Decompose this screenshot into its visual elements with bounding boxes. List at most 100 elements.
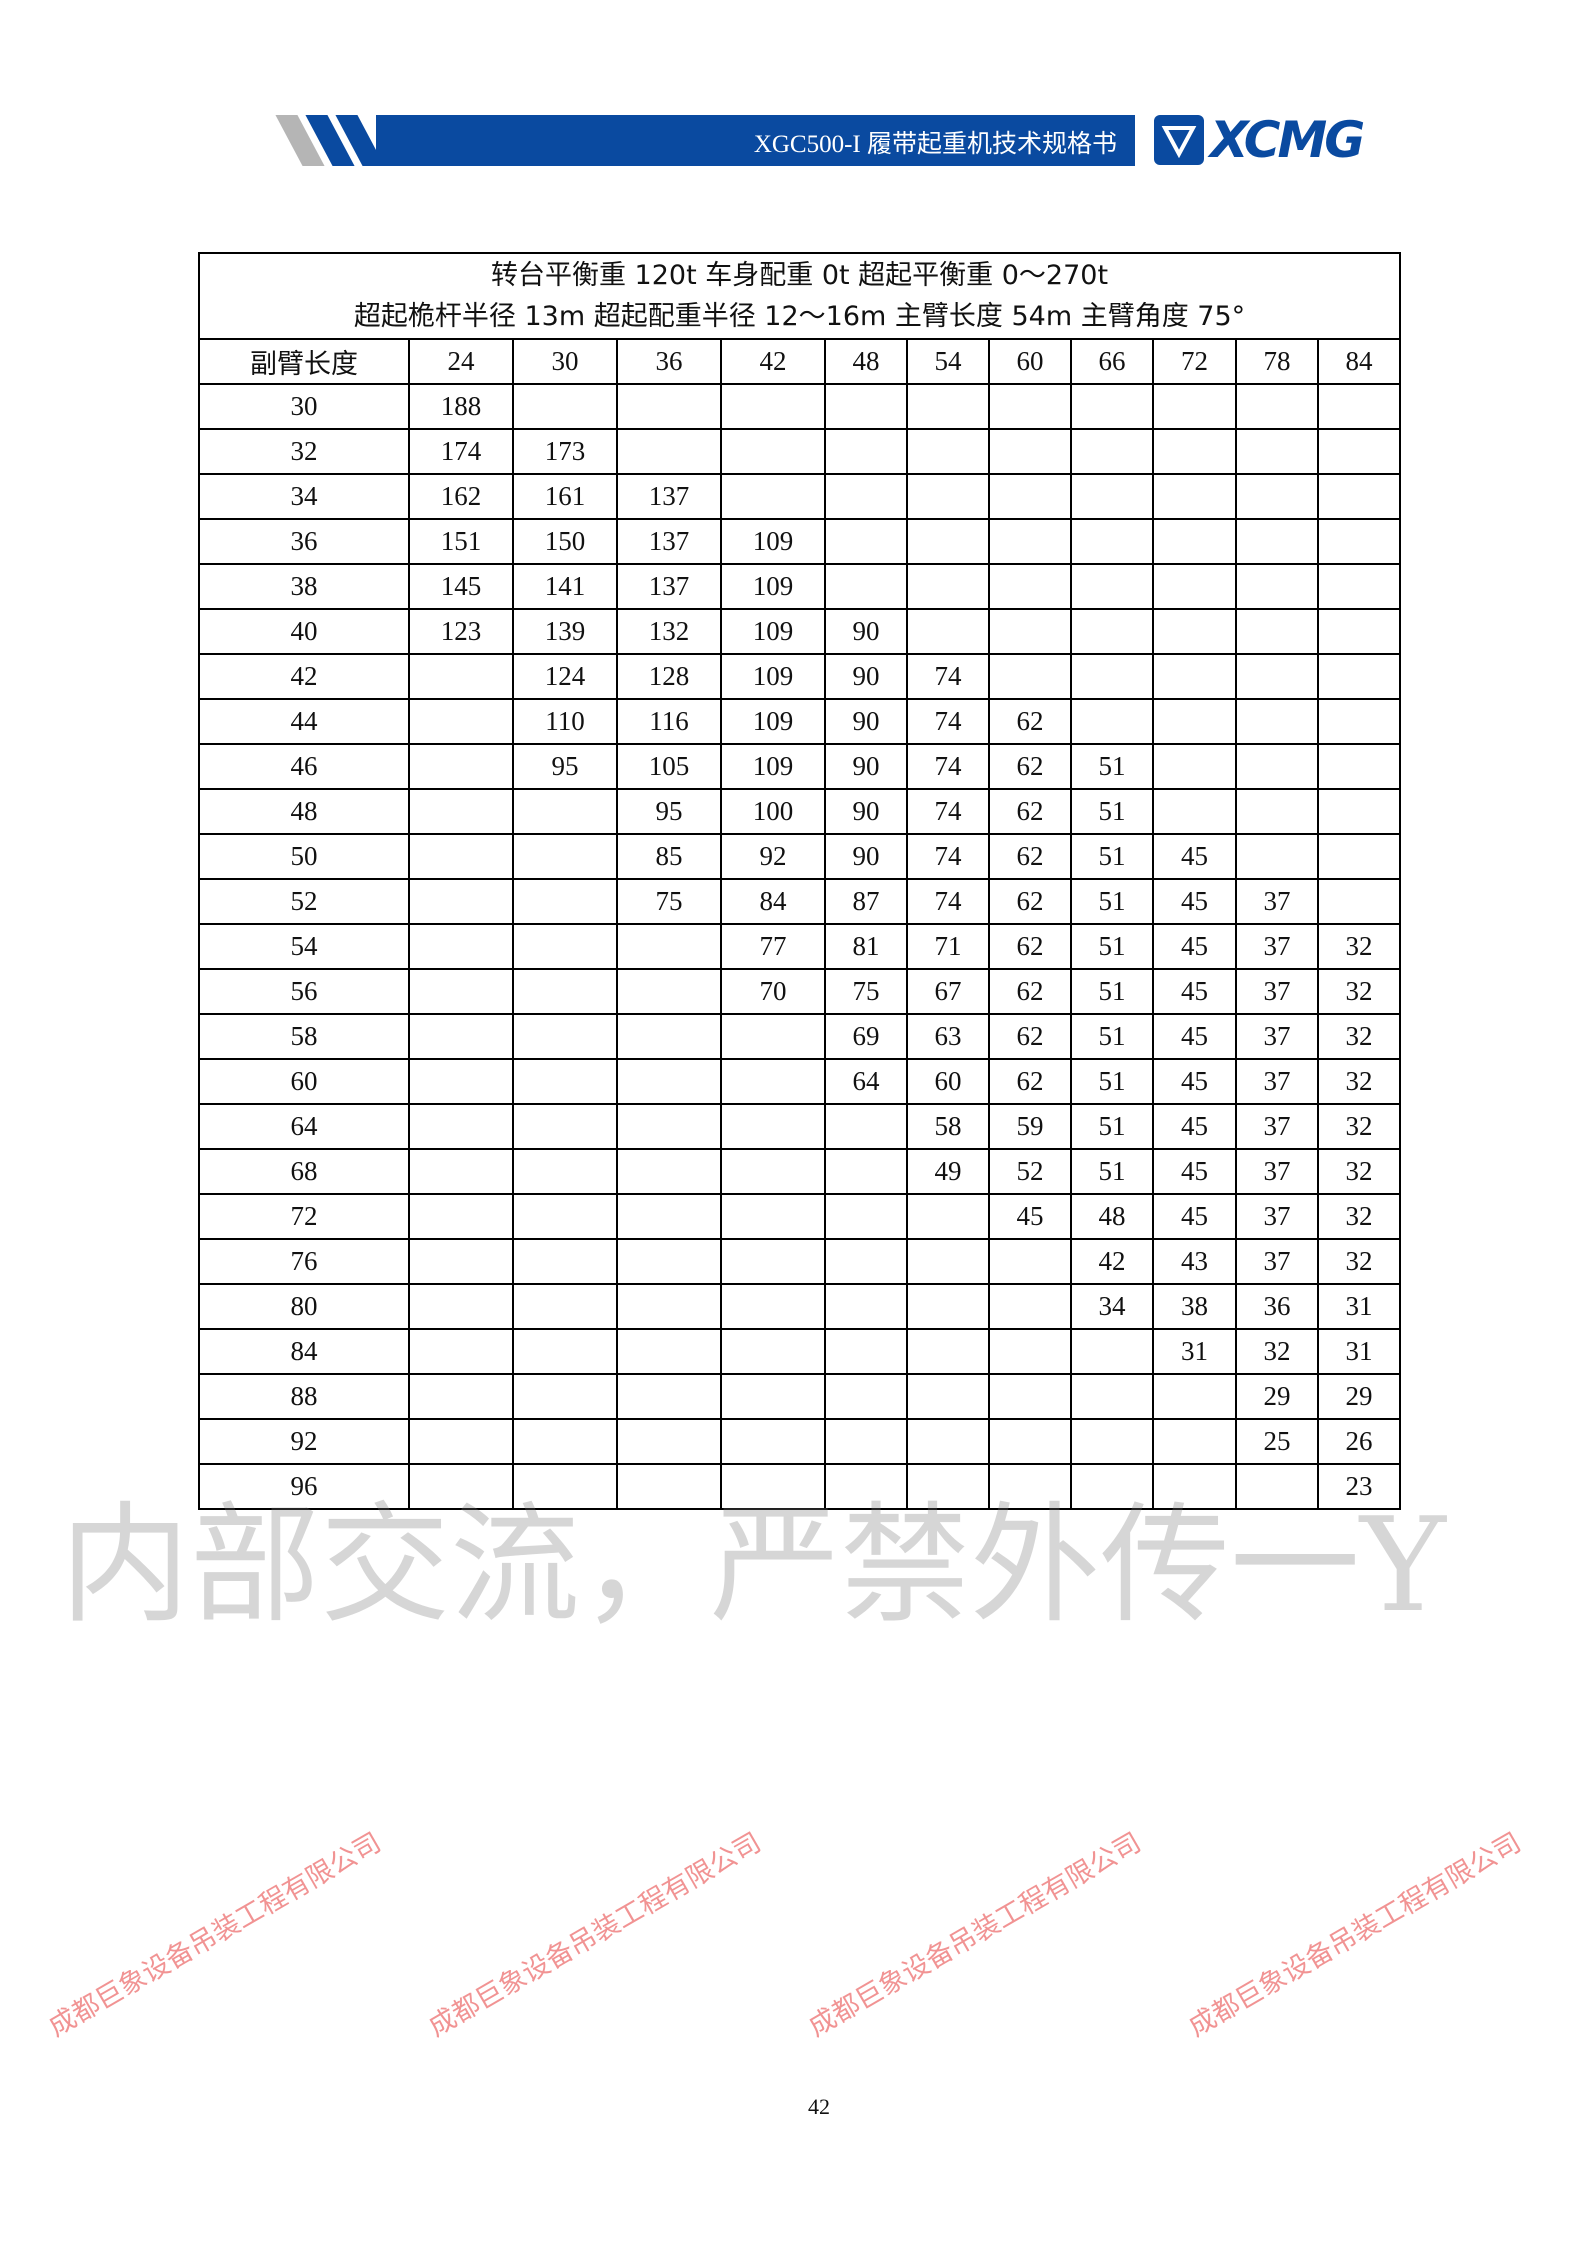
column-header: 66 (1070, 338, 1154, 385)
table-cell (1235, 383, 1319, 430)
table-cell (988, 563, 1072, 610)
handwritten-watermark: 内部交流，严禁外传一Y (60, 1489, 1446, 1641)
table-cell (408, 1148, 514, 1195)
column-header: 60 (988, 338, 1072, 385)
table-cell (988, 1373, 1072, 1420)
table-cell: 37 (1235, 1103, 1319, 1150)
table-cell: 45 (1152, 968, 1237, 1015)
table-cell (720, 1283, 826, 1330)
table-cell (408, 1193, 514, 1240)
table-cell (408, 878, 514, 925)
row-label: 38 (198, 563, 410, 610)
company-watermark: 成都巨象设备吊装工程有限公司 (423, 1827, 767, 2043)
table-cell: 26 (1316, 1418, 1402, 1465)
table-cell (512, 878, 618, 925)
table-cell (988, 473, 1072, 520)
table-cell: 32 (1316, 968, 1402, 1015)
table-cell: 109 (720, 653, 826, 700)
table-cell (1235, 698, 1319, 745)
table-cell (1316, 653, 1402, 700)
table-cell (1152, 788, 1237, 835)
table-cell: 32 (1316, 1238, 1402, 1285)
row-label: 96 (198, 1463, 410, 1510)
table-row: 36 151 150 137 109 (198, 518, 1402, 565)
table-cell (1316, 878, 1402, 925)
table-row: 38 145 141 137 109 (198, 563, 1402, 610)
table-cell (1235, 473, 1319, 520)
table-cell (1152, 1463, 1237, 1510)
table-cell (1235, 608, 1319, 655)
table-cell (906, 1238, 990, 1285)
table-cell: 37 (1235, 923, 1319, 970)
table-title-line2: 超起桅杆半径 13m 超起配重半径 12～16m 主臂长度 54m 主臂角度 7… (353, 301, 1246, 332)
table-cell: 51 (1070, 788, 1154, 835)
table-cell (408, 1328, 514, 1375)
table-cell: 62 (988, 833, 1072, 880)
table-cell (720, 1058, 826, 1105)
table-cell (512, 383, 618, 430)
table-cell (1070, 698, 1154, 745)
table-cell: 123 (408, 608, 514, 655)
table-cell: 45 (1152, 1058, 1237, 1105)
xcmg-logo: XCMG (1154, 111, 1399, 169)
table-cell (1152, 473, 1237, 520)
table-cell (720, 473, 826, 520)
table-cell (1070, 1463, 1154, 1510)
table-cell (720, 1193, 826, 1240)
table-cell: 109 (720, 743, 826, 790)
table-cell (1070, 473, 1154, 520)
table-cell: 84 (720, 878, 826, 925)
table-cell: 64 (824, 1058, 908, 1105)
table-cell (408, 1463, 514, 1510)
logo-emblem-icon (1154, 115, 1204, 165)
table-cell (616, 1463, 722, 1510)
row-label: 54 (198, 923, 410, 970)
table-cell: 51 (1070, 1103, 1154, 1150)
row-label: 36 (198, 518, 410, 565)
row-label: 80 (198, 1283, 410, 1330)
table-cell (616, 383, 722, 430)
table-cell (720, 1373, 826, 1420)
table-cell: 67 (906, 968, 990, 1015)
table-cell (824, 1238, 908, 1285)
table-cell (512, 968, 618, 1015)
table-cell (616, 1238, 722, 1285)
table-cell: 32 (1235, 1328, 1319, 1375)
table-cell (1235, 1463, 1319, 1510)
table-cell (512, 833, 618, 880)
table-cell (988, 608, 1072, 655)
table-row: 32 174 173 (198, 428, 1402, 475)
table-cell: 52 (988, 1148, 1072, 1195)
table-cell: 37 (1235, 1013, 1319, 1060)
table-cell (1235, 788, 1319, 835)
table-cell: 87 (824, 878, 908, 925)
table-cell: 51 (1070, 743, 1154, 790)
table-cell: 51 (1070, 878, 1154, 925)
column-header: 48 (824, 338, 908, 385)
table-cell (906, 563, 990, 610)
table-cell: 90 (824, 608, 908, 655)
table-cell: 90 (824, 743, 908, 790)
table-cell (824, 428, 908, 475)
table-cell (988, 1463, 1072, 1510)
table-cell: 161 (512, 473, 618, 520)
table-cell: 62 (988, 923, 1072, 970)
table-cell (616, 1058, 722, 1105)
table-cell: 59 (988, 1103, 1072, 1150)
page-number: 42 (808, 2094, 830, 2119)
table-cell: 137 (616, 518, 722, 565)
row-label: 76 (198, 1238, 410, 1285)
table-cell: 62 (988, 788, 1072, 835)
table-cell (988, 518, 1072, 565)
row-label: 32 (198, 428, 410, 475)
table-cell (1316, 608, 1402, 655)
table-cell (824, 1103, 908, 1150)
table-cell (1070, 518, 1154, 565)
table-cell (1316, 698, 1402, 745)
row-label: 58 (198, 1013, 410, 1060)
table-cell (1152, 698, 1237, 745)
row-label: 60 (198, 1058, 410, 1105)
table-cell: 90 (824, 698, 908, 745)
table-cell (824, 1418, 908, 1465)
table-cell (720, 1328, 826, 1375)
